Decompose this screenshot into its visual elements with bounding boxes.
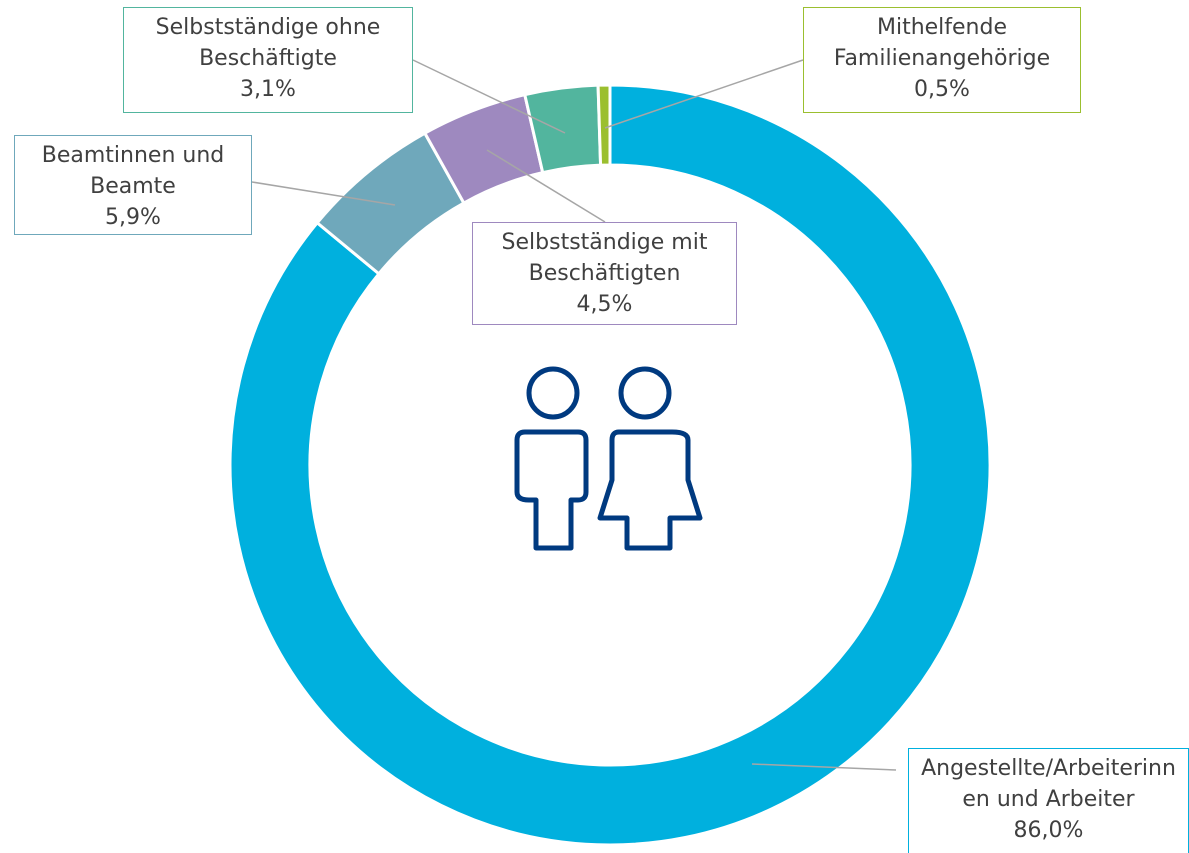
icon-head xyxy=(618,366,672,420)
label-value: 3,1% xyxy=(240,77,296,102)
data-label: Selbstständige ohne Beschäftigte 3,1% xyxy=(123,7,413,113)
donut-segment xyxy=(228,83,992,847)
icon-body xyxy=(514,429,589,551)
label-category: Mithelfende Familienangehörige xyxy=(833,15,1051,71)
data-label: Beamtinnen und Beamte 5,9% xyxy=(14,135,252,235)
donut xyxy=(228,83,992,847)
data-label: Angestellte/Arbeiterinnen und Arbeiter 86… xyxy=(908,748,1189,853)
icon-head xyxy=(526,366,580,420)
label-value: 5,9% xyxy=(105,205,161,230)
donut-segment xyxy=(596,83,612,167)
leader-line xyxy=(412,59,566,134)
label-category: Selbstständige ohne Beschäftigte xyxy=(155,15,381,71)
leader-line xyxy=(251,181,396,206)
leader-line xyxy=(751,763,897,771)
label-value: 0,5% xyxy=(914,77,970,102)
people-icon xyxy=(514,366,703,551)
leader-line xyxy=(604,59,804,129)
data-label: Mithelfende Familienangehörige 0,5% xyxy=(803,7,1081,113)
label-category: Beamtinnen und Beamte xyxy=(41,143,225,199)
icon-body xyxy=(597,429,703,551)
label-value: 86,0% xyxy=(1013,818,1084,843)
data-label: Selbstständige mit Beschäftigten 4,5% xyxy=(472,222,737,325)
leader-line xyxy=(486,149,606,223)
label-value: 4,5% xyxy=(576,292,633,317)
label-category: Selbstständige mit Beschäftigten xyxy=(501,230,708,286)
leader-lines xyxy=(251,59,897,771)
label-category: Angestellte/Arbeiterinnen und Arbeiter xyxy=(921,756,1176,812)
